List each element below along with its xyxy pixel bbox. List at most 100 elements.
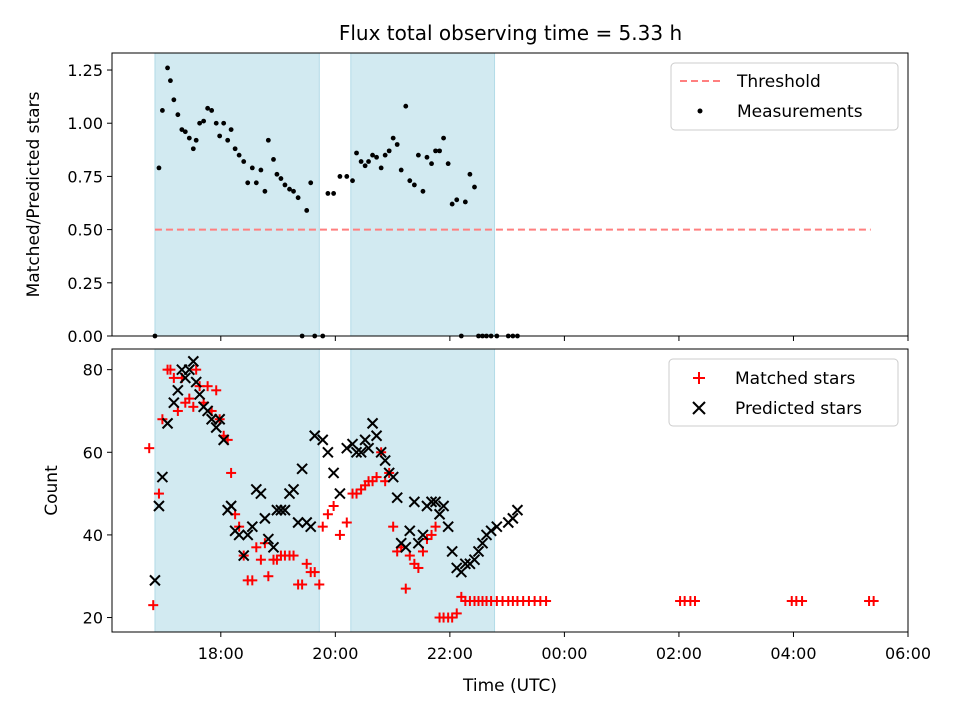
predicted-star-point xyxy=(355,446,367,458)
measurement-point xyxy=(253,180,259,186)
predicted-star-point xyxy=(370,430,383,442)
top-legend-box xyxy=(670,62,899,131)
predicted-star-point xyxy=(459,558,472,570)
measurement-point xyxy=(424,154,430,160)
bottom-shaded-region xyxy=(350,348,496,633)
measurement-point xyxy=(193,137,199,143)
measurement-point xyxy=(386,148,392,154)
measurement-point xyxy=(186,135,192,141)
matched-star-point xyxy=(247,575,258,586)
predicted-star-point xyxy=(259,512,271,525)
measurement-point xyxy=(217,133,223,139)
measurement-point xyxy=(366,159,371,164)
matched-star-point xyxy=(251,542,262,553)
matched-star-point xyxy=(430,521,441,532)
matched-star-point xyxy=(226,467,237,478)
predicted-star-point xyxy=(437,500,450,512)
matched-star-point xyxy=(144,443,155,454)
predicted-star-point xyxy=(322,446,334,458)
predicted-star-point xyxy=(425,496,438,508)
measurement-point xyxy=(175,112,181,118)
measurement-point xyxy=(232,146,238,152)
measurement-point xyxy=(441,135,446,141)
predicted-star-point xyxy=(468,553,481,566)
measurement-point xyxy=(156,165,162,171)
predicted-star-point xyxy=(379,454,391,467)
matched-star-point xyxy=(211,385,222,396)
predicted-star-point xyxy=(267,541,280,554)
measurement-point xyxy=(265,137,271,143)
top-x-ticks xyxy=(220,336,909,341)
predicted-star-point xyxy=(193,388,206,401)
x-tick-label: 20:00 xyxy=(312,644,358,663)
predicted-star-point xyxy=(511,504,524,516)
legend-measurements-swatch xyxy=(697,108,703,114)
predicted-star-point xyxy=(161,417,174,430)
matched-star-point xyxy=(371,472,382,483)
top-legend: Threshold Measurements xyxy=(670,62,899,131)
predicted-star-point xyxy=(350,446,363,458)
predicted-star-point xyxy=(404,525,416,537)
measurement-point xyxy=(287,186,292,192)
predicted-star-point xyxy=(168,397,180,409)
predicted-star-point xyxy=(346,438,359,450)
x-tick-label: 18:00 xyxy=(198,644,244,663)
measurement-point xyxy=(241,159,247,164)
measurement-point xyxy=(344,174,350,179)
predicted-star-point xyxy=(359,434,371,446)
predicted-star-point xyxy=(156,471,169,483)
legend-matched-label: Matched stars xyxy=(735,369,855,389)
matched-star-point xyxy=(309,567,320,578)
predicted-star-point xyxy=(255,487,267,500)
predicted-star-point xyxy=(417,529,429,541)
measurement-point xyxy=(374,154,379,160)
predicted-star-point xyxy=(149,574,161,587)
measurement-point xyxy=(159,108,165,113)
predicted-star-point xyxy=(201,405,214,417)
ratio-panel: 0.00 0.25 0.50 0.75 1.00 1.25 Matched/Predict… xyxy=(24,52,909,346)
measurement-point xyxy=(331,191,337,196)
predicted-star-point xyxy=(334,487,346,500)
count-panel: 20 40 60 80 18:00 20:00 22:00 00:00 02:00 04:00 0… xyxy=(42,348,931,696)
predicted-star-point xyxy=(472,545,485,558)
predicted-star-point xyxy=(213,413,226,425)
matched-star-point xyxy=(255,554,266,565)
top-series xyxy=(152,65,871,339)
predicted-star-point xyxy=(238,549,250,562)
x-tick-label: 06:00 xyxy=(885,644,931,663)
predicted-star-point xyxy=(190,376,202,388)
matched-star-point xyxy=(388,521,399,532)
x-tick-label: 22:00 xyxy=(427,644,473,663)
predicted-star-point xyxy=(242,529,254,541)
bottom-y-tick-label: 20 xyxy=(83,609,103,628)
top-y-tick-label: 0.50 xyxy=(67,221,103,240)
predicted-star-point xyxy=(305,520,317,533)
matched-star-point xyxy=(288,550,299,561)
measurement-point xyxy=(354,150,359,156)
measurement-point xyxy=(429,161,434,167)
predicted-star-point xyxy=(153,500,165,512)
predicted-star-point xyxy=(455,566,468,578)
measurement-point xyxy=(245,180,251,186)
measurement-point xyxy=(271,156,276,162)
legend-predicted-label: Predicted stars xyxy=(735,399,862,419)
measurement-point xyxy=(445,161,451,167)
top-shaded-region xyxy=(154,52,320,337)
measurement-point xyxy=(362,163,368,169)
predicted-star-point xyxy=(446,545,458,558)
matched-star-point xyxy=(191,364,202,375)
measurement-point xyxy=(225,137,231,143)
predicted-star-point xyxy=(317,434,329,446)
measurement-point xyxy=(398,167,404,173)
measurement-point xyxy=(337,174,343,179)
predicted-star-point xyxy=(275,504,287,516)
predicted-star-point xyxy=(179,372,192,384)
bottom-x-ticks: 18:00 20:00 22:00 00:00 02:00 04:00 06:00 xyxy=(198,632,931,663)
predicted-star-point xyxy=(172,384,184,397)
bottom-axes-frame xyxy=(111,348,909,633)
measurement-point xyxy=(437,148,442,154)
x-tick-label: 04:00 xyxy=(770,644,816,663)
measurement-point xyxy=(258,167,264,173)
predicted-star-point xyxy=(187,355,200,368)
measurement-point xyxy=(182,129,188,135)
